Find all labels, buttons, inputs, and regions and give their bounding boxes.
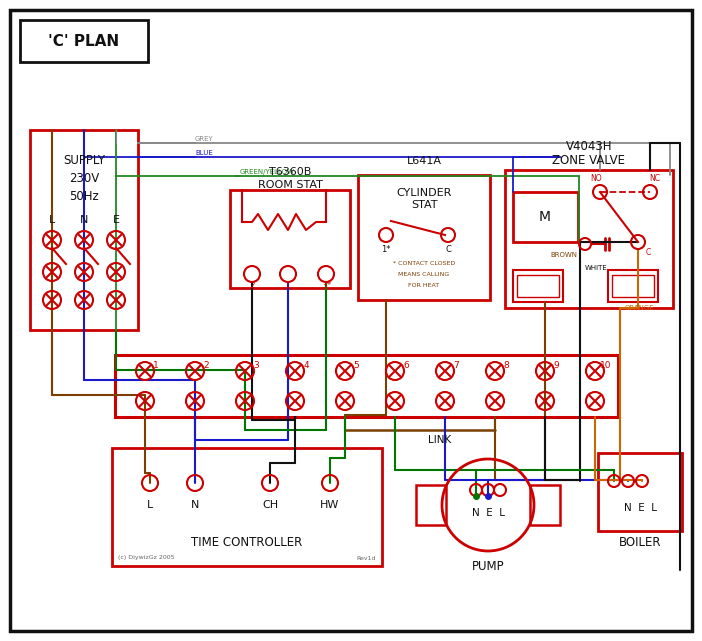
Text: TIME CONTROLLER: TIME CONTROLLER xyxy=(192,537,303,549)
Bar xyxy=(513,270,563,302)
Bar xyxy=(20,20,148,62)
Bar xyxy=(517,275,559,297)
Text: ZONE VALVE: ZONE VALVE xyxy=(552,153,625,167)
Text: NC: NC xyxy=(649,174,661,183)
Text: 3*: 3* xyxy=(321,281,331,290)
Text: 9: 9 xyxy=(553,360,559,369)
Bar xyxy=(230,190,350,288)
Text: C: C xyxy=(445,244,451,253)
Text: BOILER: BOILER xyxy=(618,537,661,549)
Text: BLUE: BLUE xyxy=(195,150,213,156)
Bar xyxy=(112,448,382,566)
Text: WHITE: WHITE xyxy=(585,265,608,271)
Text: C: C xyxy=(645,247,651,256)
Text: GREY: GREY xyxy=(195,136,213,142)
Text: N  E  L: N E L xyxy=(623,503,656,513)
Text: 10: 10 xyxy=(600,360,611,369)
Text: 1: 1 xyxy=(285,281,291,290)
Text: 6: 6 xyxy=(403,360,409,369)
Text: * CONTACT CLOSED: * CONTACT CLOSED xyxy=(393,260,455,265)
Text: STAT: STAT xyxy=(411,200,437,210)
Text: PUMP: PUMP xyxy=(472,560,504,574)
Text: FOR HEAT: FOR HEAT xyxy=(409,283,439,288)
Text: 1*: 1* xyxy=(381,244,391,253)
Bar xyxy=(530,485,560,525)
Bar xyxy=(608,270,658,302)
Text: L: L xyxy=(147,500,153,510)
Text: V4043H: V4043H xyxy=(566,140,612,153)
Bar xyxy=(513,192,578,242)
Text: ROOM STAT: ROOM STAT xyxy=(258,180,322,190)
Text: 2: 2 xyxy=(249,281,255,290)
Text: 230V: 230V xyxy=(69,172,99,185)
Text: 1: 1 xyxy=(153,360,159,369)
Text: HW: HW xyxy=(320,500,340,510)
Text: BROWN: BROWN xyxy=(550,252,577,258)
Text: CH: CH xyxy=(262,500,278,510)
Text: (c) DiywizGz 2005: (c) DiywizGz 2005 xyxy=(118,556,175,560)
Bar xyxy=(598,453,682,531)
Text: L641A: L641A xyxy=(406,156,442,166)
Text: 3: 3 xyxy=(253,360,259,369)
Bar xyxy=(416,485,446,525)
Text: N  E  L: N E L xyxy=(472,508,505,518)
Text: N: N xyxy=(80,215,88,225)
Bar xyxy=(30,130,138,330)
Text: MEANS CALLING: MEANS CALLING xyxy=(398,272,449,276)
Text: NO: NO xyxy=(590,174,602,183)
Text: 4: 4 xyxy=(303,360,309,369)
Text: 'C' PLAN: 'C' PLAN xyxy=(48,33,119,49)
Bar xyxy=(612,275,654,297)
Text: T6360B: T6360B xyxy=(269,167,311,177)
Text: N: N xyxy=(191,500,199,510)
Text: 8: 8 xyxy=(503,360,509,369)
Text: ORANGE: ORANGE xyxy=(625,305,655,311)
Bar xyxy=(505,170,673,308)
Text: E: E xyxy=(112,215,119,225)
Text: 2: 2 xyxy=(203,360,208,369)
Text: L: L xyxy=(49,215,55,225)
Text: 5: 5 xyxy=(353,360,359,369)
Text: SUPPLY: SUPPLY xyxy=(63,153,105,167)
Text: LINK: LINK xyxy=(428,435,451,445)
Text: CYLINDER: CYLINDER xyxy=(397,188,451,198)
Bar xyxy=(115,355,618,417)
Text: GREEN/YELLOW: GREEN/YELLOW xyxy=(240,169,295,175)
Text: M: M xyxy=(539,210,551,224)
Text: 50Hz: 50Hz xyxy=(69,190,99,203)
Text: Rev1d: Rev1d xyxy=(357,556,376,560)
Text: 7: 7 xyxy=(453,360,459,369)
Bar xyxy=(358,175,490,300)
